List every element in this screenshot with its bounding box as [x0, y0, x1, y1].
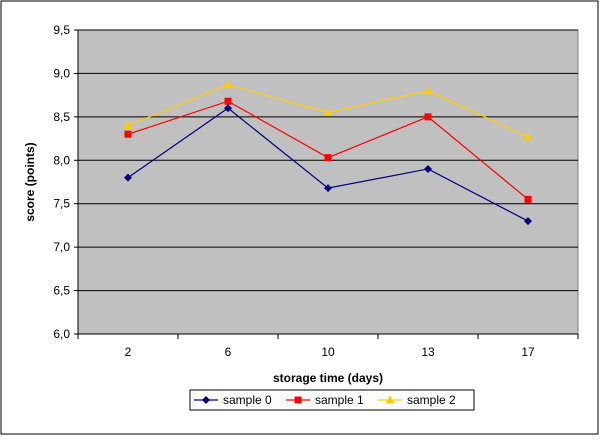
x-tick-label: 6 — [225, 345, 232, 359]
series-layer — [123, 80, 533, 226]
data-point — [423, 86, 433, 95]
y-tick-label: 9,5 — [53, 23, 70, 37]
data-point — [224, 104, 232, 113]
legend-marker — [294, 396, 302, 404]
y-tick-label: 8,5 — [53, 110, 70, 124]
data-point — [124, 173, 132, 182]
x-axis-ticks: 2 6 10 13 17 — [77, 334, 579, 359]
x-tick-label: 17 — [521, 345, 535, 359]
legend-marker — [202, 396, 210, 404]
series-sample-2 — [123, 80, 533, 141]
legend-marker — [385, 395, 395, 404]
x-axis-title: storage time (days) — [273, 371, 383, 385]
x-tick-label: 13 — [421, 345, 435, 359]
data-point — [523, 132, 533, 141]
grid-lines — [78, 29, 578, 292]
data-point — [424, 113, 432, 121]
series-sample-0 — [124, 104, 532, 226]
legend-item: sample 2 — [378, 393, 456, 407]
legend-item: sample 0 — [194, 393, 272, 407]
y-tick-label: 6,5 — [53, 284, 70, 298]
series-sample-1 — [124, 97, 532, 203]
legend-label: sample 0 — [223, 393, 272, 407]
legend-item: sample 1 — [286, 393, 364, 407]
data-point — [524, 217, 532, 226]
y-tick-label: 7,0 — [53, 240, 70, 254]
x-tick-label: 2 — [125, 345, 132, 359]
y-tick-label: 7,5 — [53, 197, 70, 211]
data-point — [323, 108, 333, 117]
plot-area — [77, 29, 579, 335]
y-axis-ticks: 6,0 6,5 7,0 7,5 8,0 8,5 9,0 9,5 — [53, 23, 78, 341]
data-point — [224, 97, 232, 105]
data-point — [124, 130, 132, 138]
data-point — [524, 195, 532, 203]
legend-label: sample 2 — [407, 393, 456, 407]
data-point — [424, 164, 432, 173]
data-point — [223, 80, 233, 89]
y-axis-title: score (points) — [23, 142, 37, 221]
y-tick-label: 6,0 — [53, 327, 70, 341]
y-tick-label: 8,0 — [53, 153, 70, 167]
data-point — [324, 154, 332, 162]
legend: sample 0 sample 1 sample 2 — [189, 389, 475, 411]
legend-label: sample 1 — [315, 393, 364, 407]
x-tick-label: 10 — [321, 345, 335, 359]
data-point — [324, 184, 332, 193]
legend-box — [189, 389, 475, 411]
y-tick-label: 9,0 — [53, 66, 70, 80]
data-point — [123, 121, 133, 130]
